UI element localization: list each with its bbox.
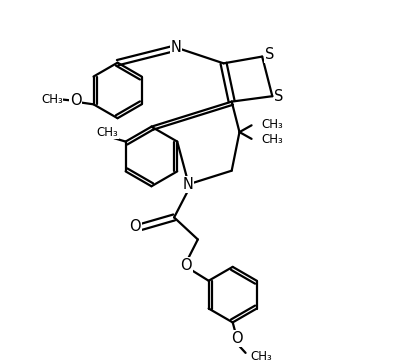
- Text: O: O: [129, 219, 141, 234]
- Text: CH₃: CH₃: [41, 93, 63, 106]
- Text: N: N: [171, 40, 181, 55]
- Text: S: S: [265, 47, 274, 62]
- Text: O: O: [181, 258, 192, 273]
- Text: CH₃: CH₃: [97, 126, 118, 139]
- Text: CH₃: CH₃: [261, 118, 283, 131]
- Text: CH₃: CH₃: [261, 133, 283, 146]
- Text: CH₃: CH₃: [250, 351, 272, 363]
- Text: O: O: [231, 331, 242, 346]
- Text: S: S: [274, 89, 284, 104]
- Text: N: N: [183, 177, 194, 192]
- Text: O: O: [70, 94, 82, 108]
